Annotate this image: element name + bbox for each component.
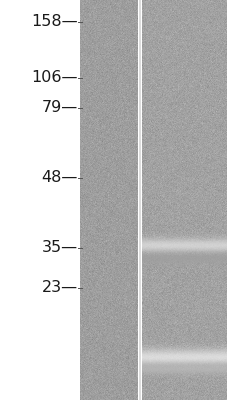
Text: 48—: 48—	[42, 170, 78, 186]
Text: 106—: 106—	[31, 70, 78, 86]
Text: 23—: 23—	[42, 280, 78, 296]
Text: 79—: 79—	[42, 100, 78, 116]
Text: 158—: 158—	[31, 14, 78, 30]
Text: 35—: 35—	[42, 240, 78, 256]
